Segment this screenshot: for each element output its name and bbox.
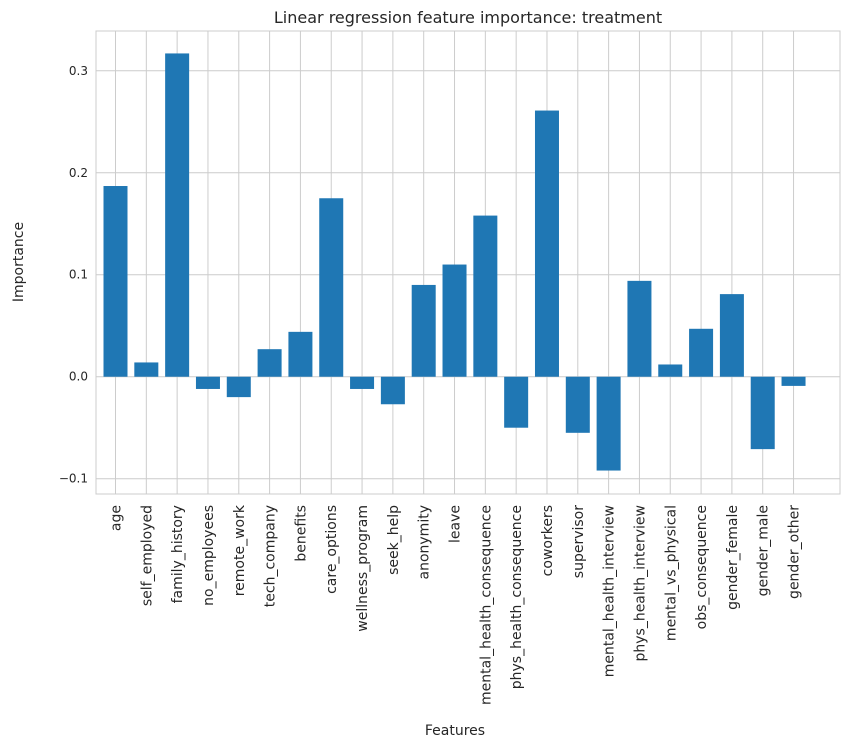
y-tick-label: 0.2	[69, 166, 88, 180]
x-tick-label: tech_company	[263, 505, 279, 607]
x-tick-label: phys_health_consequence	[509, 505, 525, 689]
bar-layer	[103, 53, 806, 471]
bar-no_employees	[195, 376, 220, 389]
x-tick-label: wellness_program	[355, 505, 371, 632]
bar-mental_health_consequence	[473, 215, 498, 377]
x-tick-label: mental_health_interview	[602, 505, 618, 677]
bar-seek_help	[380, 376, 405, 405]
bar-phys_health_interview	[627, 280, 652, 377]
y-tick-label: 0.0	[69, 370, 88, 384]
bar-tech_company	[257, 349, 282, 377]
bar-leave	[442, 264, 467, 377]
bar-self_employed	[134, 362, 159, 377]
x-tick-labels: age self_employed family_history no_employe…	[109, 504, 803, 705]
y-tick-labels: −0.1 0.0 0.1 0.2 0.3	[59, 64, 88, 486]
x-tick-label: family_history	[170, 505, 186, 603]
y-axis-label: Importance	[11, 222, 27, 302]
x-tick-label: seek_help	[386, 505, 402, 575]
x-tick-label: benefits	[293, 505, 309, 562]
x-axis-label: Features	[425, 723, 485, 739]
x-tick-label: age	[109, 505, 125, 531]
x-tick-label: supervisor	[571, 505, 587, 578]
x-tick-label: anonymity	[417, 505, 433, 579]
plot-frame	[95, 30, 841, 495]
bar-family_history	[165, 53, 190, 377]
x-tick-label: obs_consequence	[694, 505, 710, 629]
bar-gender_male	[750, 376, 775, 450]
x-tick-label: leave	[448, 505, 464, 543]
bar-obs_consequence	[689, 328, 714, 377]
x-tick-label: gender_female	[725, 505, 741, 610]
bar-remote_work	[226, 376, 251, 398]
bar-gender_other	[781, 376, 806, 386]
bar-supervisor	[565, 376, 590, 433]
chart-title: Linear regression feature importance: tr…	[274, 8, 662, 27]
x-tick-label: phys_health_interview	[632, 505, 648, 662]
y-tick-label: −0.1	[59, 472, 88, 486]
bar-wellness_program	[350, 376, 375, 389]
bar-gender_female	[719, 294, 744, 377]
bar-benefits	[288, 331, 313, 377]
x-tick-label: self_employed	[139, 505, 155, 606]
grid-layer	[96, 31, 840, 494]
bar-mental_health_interview	[596, 376, 621, 471]
bar-phys_health_consequence	[504, 376, 529, 428]
x-tick-label: mental_vs_physical	[663, 505, 679, 641]
bar-mental_vs_physical	[658, 364, 683, 377]
bar-age	[103, 186, 128, 377]
x-tick-label: gender_male	[756, 505, 772, 596]
y-tick-label: 0.3	[69, 64, 88, 78]
bar-coworkers	[534, 110, 559, 377]
bar-anonymity	[411, 284, 436, 377]
bar-care_options	[319, 198, 344, 377]
x-tick-label: gender_other	[787, 505, 803, 599]
x-tick-label: no_employees	[201, 505, 217, 606]
x-tick-label: care_options	[324, 505, 340, 594]
x-tick-label: mental_health_consequence	[478, 505, 494, 705]
x-tick-label: remote_work	[232, 504, 248, 596]
x-tick-label: coworkers	[540, 505, 556, 576]
y-tick-label: 0.1	[69, 268, 88, 282]
